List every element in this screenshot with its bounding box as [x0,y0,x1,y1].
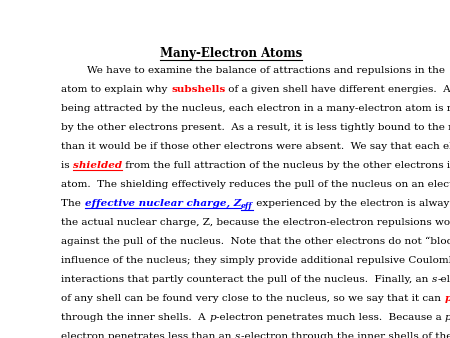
Text: s: s [235,332,241,338]
Text: of a given shell have different energies.  As well as: of a given shell have different energies… [225,85,450,94]
Text: eff: eff [241,202,253,211]
Text: than it would be if those other electrons were absent.  We say that each electro: than it would be if those other electron… [62,142,450,151]
Text: p: p [209,313,216,322]
Text: -electron through the inner shells of the atom, it: -electron through the inner shells of th… [241,332,450,338]
Text: by the other electrons present.  As a result, it is less tightly bound to the nu: by the other electrons present. As a res… [62,123,450,132]
Text: shielded: shielded [73,161,122,170]
Text: is: is [62,161,73,170]
Text: s: s [432,275,437,284]
Text: p: p [445,313,450,322]
Text: electron penetrates less than an: electron penetrates less than an [62,332,235,338]
Text: -electron penetrates much less.  Because a: -electron penetrates much less. Because … [216,313,445,322]
Text: of any shell can be found very close to the nucleus, so we say that it can: of any shell can be found very close to … [62,294,445,303]
Text: subshells: subshells [171,85,225,94]
Text: being attracted by the nucleus, each electron in a many-electron atom is repelle: being attracted by the nucleus, each ele… [62,104,450,113]
Text: against the pull of the nucleus.  Note that the other electrons do not “block” t: against the pull of the nucleus. Note th… [62,237,450,246]
Text: the actual nuclear charge, Z, because the electron-electron repulsions work: the actual nuclear charge, Z, because th… [62,218,450,227]
Text: effective nuclear charge, Z: effective nuclear charge, Z [85,199,241,208]
Text: The: The [62,199,85,208]
Text: We have to examine the balance of attractions and repulsions in the: We have to examine the balance of attrac… [62,66,446,75]
Text: atom.  The shielding effectively reduces the pull of the nucleus on an electron.: atom. The shielding effectively reduces … [62,180,450,189]
Text: Many-Electron Atoms: Many-Electron Atoms [159,47,302,60]
Text: through the inner shells.  A: through the inner shells. A [62,313,209,322]
Text: experienced by the electron is always less than: experienced by the electron is always le… [253,199,450,208]
Text: interactions that partly counteract the pull of the nucleus.  Finally, an: interactions that partly counteract the … [62,275,432,284]
Text: -electron: -electron [437,275,450,284]
Text: atom to explain why: atom to explain why [62,85,171,94]
Text: penetrate: penetrate [445,294,450,303]
Text: influence of the nucleus; they simply provide additional repulsive Coulombic: influence of the nucleus; they simply pr… [62,256,450,265]
Text: from the full attraction of the nucleus by the other electrons in the: from the full attraction of the nucleus … [122,161,450,170]
